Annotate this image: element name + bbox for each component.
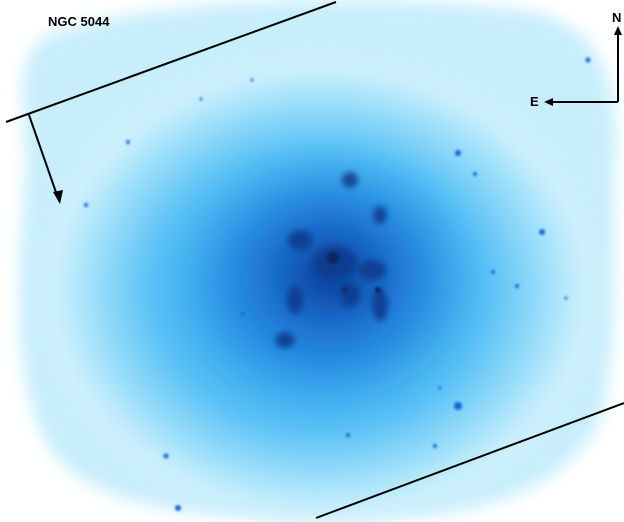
core-bright-knots <box>327 252 381 293</box>
pointer-arrow <box>28 114 63 204</box>
fov-edge-lower <box>315 402 624 519</box>
compass <box>544 26 622 106</box>
point-sources <box>84 57 591 511</box>
object-title: NGC 5044 <box>48 14 110 29</box>
compass-north-label: N <box>612 10 622 25</box>
compass-east-label: E <box>530 94 539 109</box>
fov-edge-upper <box>5 1 337 123</box>
